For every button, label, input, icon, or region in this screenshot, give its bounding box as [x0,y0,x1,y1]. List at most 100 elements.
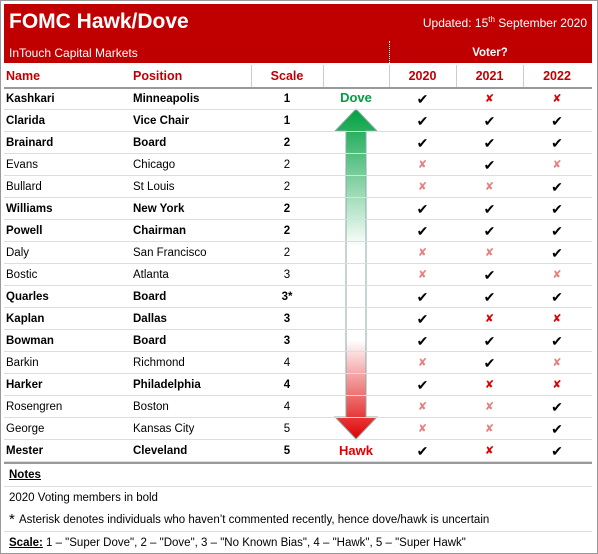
name: Brainard [6,137,54,149]
position: Dallas [133,313,167,325]
updated: Updated: 15th September 2020 [423,9,587,34]
arrow-shape [333,108,379,440]
position: Chicago [133,159,176,171]
row-line [4,153,592,154]
scale: 2 [283,203,291,215]
col-line [523,65,524,87]
vote: ✘ [417,401,428,413]
row-line [4,131,592,132]
scale: 2 [283,181,291,193]
col-line [251,65,252,87]
name: Quarles [6,291,49,303]
vote: ✘ [417,247,428,259]
position: Board [133,291,167,303]
note: Asterisk denotes individuals who haven’t… [19,514,490,526]
scale: 1 [283,115,291,127]
vote: ✔ [551,223,563,239]
name: Mester [6,445,44,457]
scale: 3 [283,269,291,281]
name: Powell [6,225,43,237]
vote: ✔ [483,135,496,151]
vote: ✔ [483,201,496,217]
dove-label: Dove [340,90,372,105]
vote: ✔ [483,223,496,239]
row-line [4,263,592,264]
title: FOMC Hawk/Dove [9,10,189,33]
vote: ✔ [551,399,563,415]
vote: ✘ [484,445,495,457]
vote: ✔ [483,113,496,129]
position: Cleveland [133,445,188,457]
vote: ✘ [552,159,562,171]
vote: ✘ [417,181,428,193]
column-header: 2020 [408,69,437,83]
column-header: 2022 [543,69,571,83]
position: Board [133,137,167,149]
position: New York [133,203,185,215]
vote: ✔ [551,179,563,195]
name: Bowman [6,335,54,347]
name: Kashkari [6,93,55,105]
row-line [4,307,592,308]
row-line [4,109,592,110]
position: Richmond [133,357,185,369]
vote: ✘ [552,313,562,325]
vote: ✘ [484,379,495,391]
scale: 2 [283,137,291,149]
updated-text: September 2020 [498,16,587,30]
position: Board [133,335,167,347]
vote: ✘ [417,423,428,435]
updated-sup: th [488,15,495,24]
row-line [4,351,592,352]
position: Chairman [133,225,187,237]
vote: ✘ [417,269,428,281]
row-line [4,285,592,286]
notes-heading: Notes [9,469,41,481]
scale: 3* [281,291,293,303]
vote: ✔ [551,289,563,305]
scale: 4 [283,379,291,391]
name: Clarida [6,115,45,127]
scale-label: Scale: [9,537,43,549]
scale: 5 [283,445,291,457]
vote: ✘ [484,93,495,105]
vote: ✘ [552,269,562,281]
vote: ✘ [484,423,495,435]
scale: 2 [283,225,291,237]
name: Kaplan [6,313,45,325]
updated-text: Updated: 15 [422,16,489,30]
column-header: 2021 [475,69,504,83]
name: Williams [6,203,53,215]
scale: 4 [283,357,291,369]
row-line [4,241,592,242]
position: Boston [133,401,169,413]
scale: 5 [283,423,291,435]
vote: ✔ [416,289,429,305]
vote: ✔ [483,333,496,349]
arrow [333,108,379,440]
name: Bostic [6,269,38,281]
rule [4,486,592,487]
vote: ✔ [551,421,563,437]
name: Evans [6,159,38,171]
voter-header: Voter? [472,47,508,59]
subtitle: InTouch Capital Markets [9,46,138,60]
name: Harker [6,379,43,391]
row-line [4,395,592,396]
rule [4,87,592,89]
vote: ✘ [484,401,495,413]
name: Daly [6,247,30,259]
name: Rosengren [6,401,63,413]
vote: ✔ [483,267,496,283]
column-header: Scale [270,69,304,83]
header-band [4,4,592,63]
scale: 2 [283,159,291,171]
vote: ✔ [416,223,429,239]
row-line [4,439,592,440]
vote: ✘ [552,379,562,391]
vote: ✔ [416,377,429,393]
row-line [4,219,592,220]
scale: 4 [283,401,291,413]
vote: ✘ [484,313,495,325]
